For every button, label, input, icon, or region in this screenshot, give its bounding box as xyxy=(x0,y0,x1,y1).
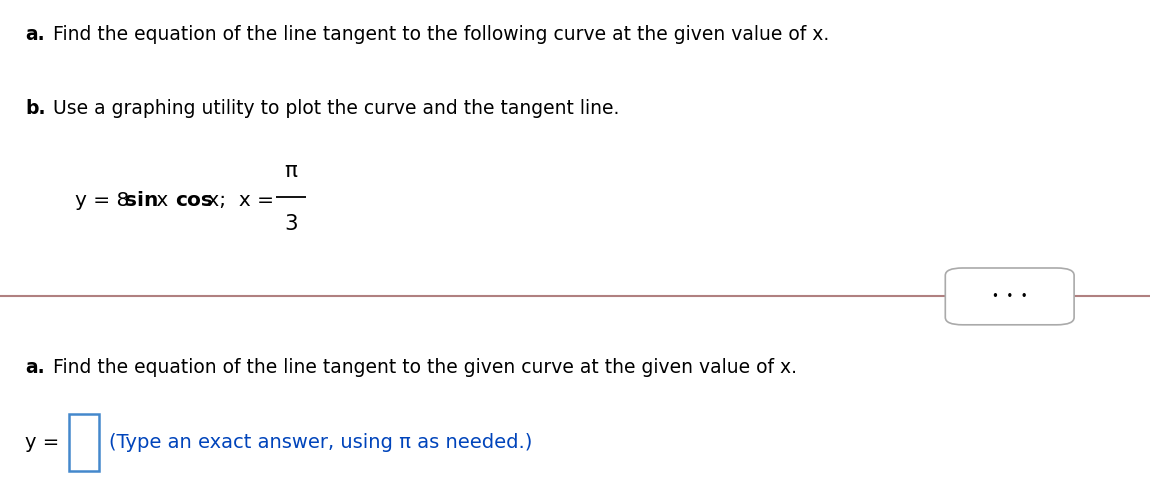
Text: y =: y = xyxy=(25,433,66,452)
Text: x;  x =: x; x = xyxy=(201,191,281,209)
Text: y = 8: y = 8 xyxy=(75,191,136,209)
Text: sin: sin xyxy=(125,191,159,209)
Text: Find the equation of the line tangent to the following curve at the given value : Find the equation of the line tangent to… xyxy=(47,25,829,43)
Text: Use a graphing utility to plot the curve and the tangent line.: Use a graphing utility to plot the curve… xyxy=(47,99,620,118)
Text: cos: cos xyxy=(176,191,214,209)
FancyBboxPatch shape xyxy=(945,268,1074,325)
FancyBboxPatch shape xyxy=(69,414,99,470)
Text: a.: a. xyxy=(25,25,45,43)
Text: 3: 3 xyxy=(284,214,298,234)
Text: x: x xyxy=(151,191,175,209)
Text: •  •  •: • • • xyxy=(992,290,1027,303)
Text: (Type an exact answer, using π as needed.): (Type an exact answer, using π as needed… xyxy=(109,433,532,452)
Text: b.: b. xyxy=(25,99,46,118)
Text: Find the equation of the line tangent to the given curve at the given value of x: Find the equation of the line tangent to… xyxy=(47,358,797,377)
Text: a.: a. xyxy=(25,358,45,377)
Text: π: π xyxy=(285,162,298,181)
